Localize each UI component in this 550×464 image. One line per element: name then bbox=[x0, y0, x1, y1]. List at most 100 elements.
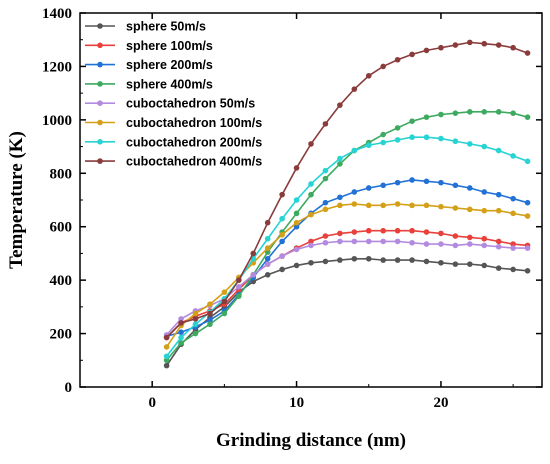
data-point bbox=[481, 189, 488, 195]
data-point bbox=[467, 39, 473, 46]
data-point bbox=[178, 340, 184, 346]
data-point bbox=[452, 138, 459, 145]
data-point bbox=[452, 233, 459, 239]
data-point bbox=[481, 40, 488, 47]
data-point bbox=[510, 110, 516, 116]
series-line bbox=[165, 203, 528, 348]
data-point bbox=[337, 102, 343, 108]
data-point bbox=[380, 131, 386, 138]
data-point bbox=[481, 109, 488, 115]
data-point bbox=[524, 158, 531, 165]
data-point bbox=[293, 210, 300, 217]
series-line bbox=[166, 179, 528, 338]
legend-swatch-marker bbox=[97, 81, 103, 87]
data-point bbox=[308, 211, 314, 218]
data-point bbox=[438, 179, 444, 186]
data-point bbox=[452, 205, 459, 211]
legend-item: cuboctahedron 50m/s bbox=[85, 97, 255, 111]
data-point bbox=[178, 316, 184, 322]
data-point bbox=[163, 353, 170, 360]
data-point bbox=[279, 253, 285, 259]
legend-label: cuboctahedron 200m/s bbox=[126, 135, 262, 149]
data-point bbox=[264, 261, 271, 267]
y-axis-label: Temperature (K) bbox=[6, 131, 27, 269]
series-8 bbox=[163, 39, 531, 341]
data-point bbox=[524, 267, 531, 274]
legend-label: sphere 50m/s bbox=[126, 20, 206, 34]
data-point bbox=[207, 321, 213, 328]
data-point bbox=[264, 235, 271, 242]
legend-swatch-marker bbox=[97, 119, 103, 126]
data-point bbox=[481, 235, 488, 242]
data-point bbox=[308, 181, 314, 187]
y-tick-label: 0 bbox=[65, 380, 73, 396]
data-point bbox=[365, 202, 372, 209]
y-tick-label: 1000 bbox=[42, 113, 72, 129]
data-point bbox=[524, 50, 531, 56]
data-point bbox=[293, 197, 300, 203]
data-point bbox=[423, 202, 430, 209]
data-point bbox=[467, 261, 473, 267]
data-point bbox=[394, 257, 401, 263]
y-tick-label: 1400 bbox=[42, 6, 72, 22]
data-point bbox=[524, 245, 531, 251]
data-point bbox=[351, 255, 358, 262]
data-point bbox=[250, 250, 257, 257]
data-point bbox=[192, 321, 199, 328]
legend-item: sphere 200m/s bbox=[85, 58, 213, 72]
data-point bbox=[438, 241, 444, 247]
data-point bbox=[322, 167, 329, 174]
data-point bbox=[322, 121, 329, 127]
x-tick-label: 10 bbox=[289, 395, 304, 411]
data-point bbox=[264, 255, 271, 262]
data-point bbox=[178, 320, 184, 326]
legend-item: sphere 50m/s bbox=[85, 20, 206, 34]
data-point bbox=[423, 114, 430, 120]
data-point bbox=[264, 249, 271, 255]
data-point bbox=[423, 229, 430, 235]
data-point bbox=[351, 189, 358, 195]
series-line bbox=[166, 229, 528, 339]
data-point bbox=[207, 317, 213, 324]
data-point bbox=[495, 243, 502, 250]
data-point bbox=[308, 242, 314, 249]
data-point bbox=[351, 201, 358, 207]
data-point bbox=[293, 165, 300, 171]
legend-label: cuboctahedron 50m/s bbox=[126, 97, 255, 111]
data-point bbox=[394, 238, 401, 245]
data-point bbox=[192, 330, 199, 337]
data-point bbox=[221, 298, 228, 305]
data-point bbox=[380, 139, 386, 146]
data-point bbox=[207, 301, 213, 307]
x-axis-label: Grinding distance (nm) bbox=[216, 430, 406, 451]
data-point bbox=[481, 143, 488, 150]
series-6 bbox=[163, 201, 531, 350]
data-point bbox=[279, 238, 285, 245]
data-point bbox=[163, 362, 170, 369]
data-point bbox=[495, 42, 502, 48]
data-point bbox=[163, 334, 170, 341]
data-point bbox=[308, 238, 314, 245]
data-point bbox=[452, 110, 459, 116]
data-point bbox=[178, 329, 184, 336]
data-point bbox=[293, 223, 300, 230]
data-point bbox=[524, 213, 531, 219]
data-point bbox=[279, 191, 285, 198]
series-line bbox=[165, 257, 528, 367]
data-point bbox=[337, 257, 343, 263]
data-point bbox=[264, 219, 271, 226]
legend-label: cuboctahedron 400m/s bbox=[126, 155, 262, 169]
data-point bbox=[524, 199, 531, 206]
data-point bbox=[394, 201, 401, 207]
data-point bbox=[308, 191, 314, 198]
data-point bbox=[365, 255, 372, 262]
data-point bbox=[322, 206, 329, 213]
legend-item: cuboctahedron 100m/s bbox=[85, 116, 262, 130]
legend-swatch-marker bbox=[97, 100, 103, 106]
data-point bbox=[409, 134, 415, 141]
data-point bbox=[394, 179, 401, 186]
data-point bbox=[510, 245, 516, 251]
data-point bbox=[279, 266, 285, 273]
data-point bbox=[495, 191, 502, 198]
